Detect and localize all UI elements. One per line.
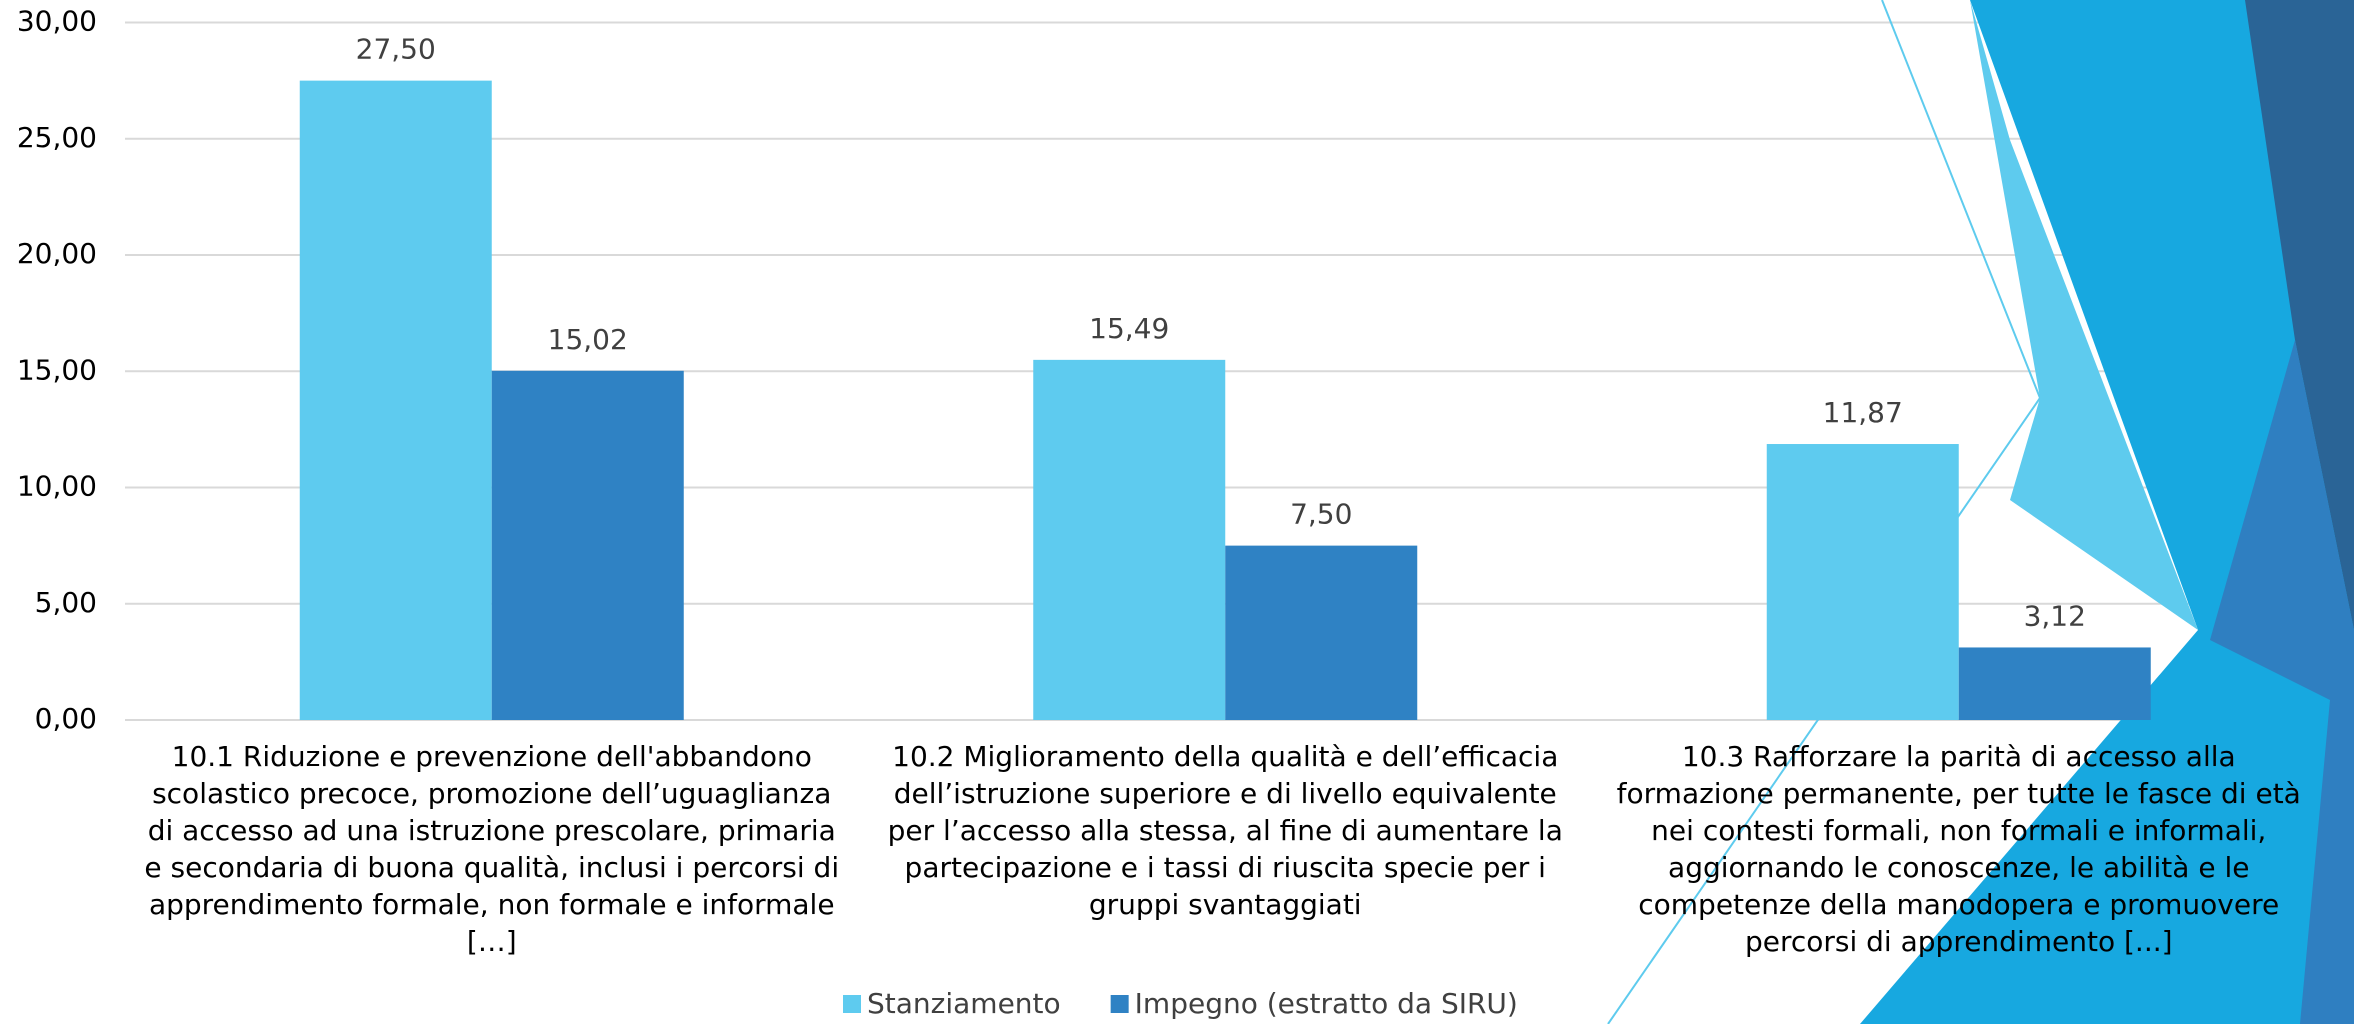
legend-swatch (1111, 995, 1129, 1013)
page: 0,00 5,00 10,00 15,00 20,00 25,00 30,00 27,50 1… (0, 0, 2354, 1024)
x-tick-label: 10.3 Rafforzare la parità di accesso all… (1609, 738, 2309, 960)
y-tick-label: 15,00 (17, 353, 97, 386)
data-label: 15,02 (548, 323, 628, 356)
y-tick-label: 10,00 (17, 470, 97, 503)
y-tick-label: 5,00 (35, 586, 97, 619)
bar (1033, 360, 1225, 720)
legend-swatch (843, 995, 861, 1013)
bar (1225, 546, 1417, 720)
legend-label: Stanziamento (867, 987, 1061, 1020)
x-tick-label: 10.1 Riduzione e prevenzione dell'abband… (142, 738, 842, 960)
legend-label: Impegno (estratto da SIRU) (1135, 987, 1518, 1020)
bar (1767, 444, 1959, 720)
y-tick-label: 20,00 (17, 237, 97, 270)
data-label: 3,12 (2024, 599, 2086, 632)
y-tick-label: 30,00 (17, 5, 97, 38)
bar (492, 371, 684, 720)
bar (300, 81, 492, 720)
x-tick-label: 10.2 Miglioramento della qualità e dell’… (875, 738, 1575, 923)
data-label: 7,50 (1290, 498, 1352, 531)
data-label: 11,87 (1823, 396, 1903, 429)
bar (1959, 647, 2151, 720)
y-tick-label: 25,00 (17, 121, 97, 154)
data-label: 15,49 (1089, 312, 1169, 345)
y-tick-label: 0,00 (35, 702, 97, 735)
data-label: 27,50 (356, 33, 436, 66)
